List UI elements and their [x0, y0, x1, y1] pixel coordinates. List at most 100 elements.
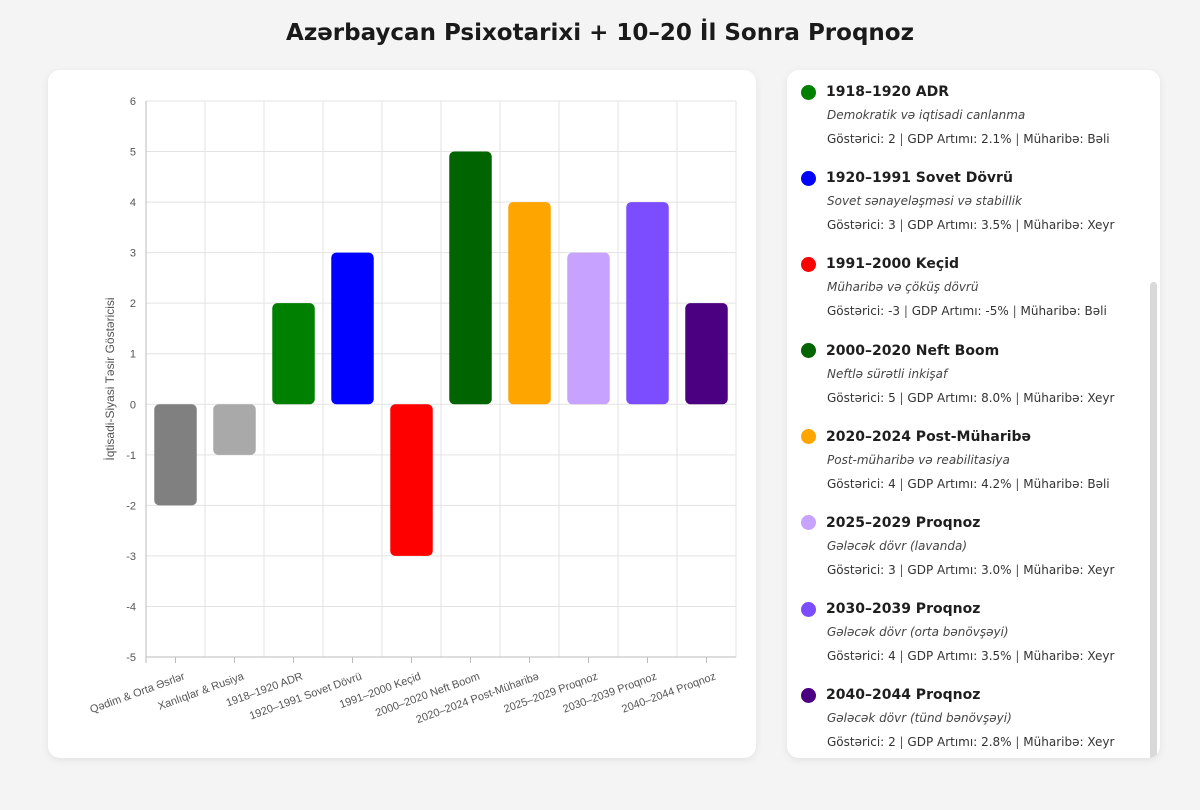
y-tick-label: 2	[130, 298, 136, 310]
bar	[508, 202, 551, 405]
legend-item: 2030–2039 Proqnoz Gələcək dövr (orta bənö…	[801, 597, 1141, 681]
gdp-value: 3.5%	[981, 649, 1012, 664]
separator: |	[903, 304, 908, 319]
indicator-value: 4	[888, 476, 896, 491]
legend-item-name: 1991–2000 Keçid	[826, 256, 960, 273]
legend-item-description: Demokratik və iqtisadi canlanma	[827, 108, 1026, 122]
indicator-label: Göstərici:	[827, 390, 885, 405]
legend-color-dot	[801, 429, 816, 445]
legend-color-dot	[801, 343, 816, 359]
legend-item-description: Neftlə sürətli inkişaf	[827, 366, 948, 381]
legend-item: 2000–2020 Neft Boom Neftlə sürətli inkişa…	[801, 339, 1141, 423]
indicator-label: Göstərici:	[827, 562, 885, 577]
war-value: Bəli	[1087, 132, 1110, 146]
legend-color-dot	[801, 256, 816, 272]
y-tick-label: -4	[126, 601, 136, 613]
gdp-label: GDP Artımı:	[907, 390, 978, 405]
legend-color-dot	[801, 84, 816, 100]
legend-item: 2020–2024 Post-Müharibə Post-müharibə və …	[801, 425, 1141, 509]
gdp-label: GDP Artımı:	[907, 132, 978, 146]
page-title: Azərbaycan Psixotarixi + 10–20 İl Sonra …	[286, 20, 914, 46]
gdp-value: 2.8%	[981, 735, 1012, 750]
legend-item-header: 2030–2039 Proqnoz	[801, 597, 1141, 621]
gdp-label: GDP Artımı:	[907, 735, 978, 750]
y-tick-label: 3	[130, 248, 136, 260]
legend-item-stats: Göstərici: 2 | GDP Artımı: 2.8% | Mühari…	[827, 735, 1141, 749]
indicator-value: -3	[888, 304, 901, 319]
war-value: Bəli	[1084, 304, 1107, 319]
indicator-value: 5	[888, 390, 896, 405]
y-tick-label: 0	[130, 399, 136, 411]
indicator-value: 4	[888, 649, 896, 664]
war-value: Xeyr	[1087, 390, 1115, 405]
war-value: Xeyr	[1087, 218, 1115, 233]
legend-item-stats: Göstərici: 4 | GDP Artımı: 3.5% | Mühari…	[827, 649, 1141, 663]
legend-item-name: 2040–2044 Proqnoz	[826, 687, 981, 704]
y-tick-label: 4	[130, 197, 136, 209]
war-value: Xeyr	[1087, 735, 1115, 750]
bar	[154, 404, 197, 506]
gdp-value: 3.0%	[981, 562, 1012, 577]
legend-item-stats: Göstərici: 3 | GDP Artımı: 3.5% | Mühari…	[827, 218, 1141, 232]
indicator-label: Göstərici:	[827, 649, 885, 664]
legend-item-name: 2000–2020 Neft Boom	[826, 342, 1000, 359]
gdp-label: GDP Artımı:	[907, 562, 978, 577]
separator: |	[899, 132, 904, 146]
separator: |	[1015, 218, 1020, 233]
gdp-value: 2.1%	[981, 132, 1012, 146]
legend-item-header: 2000–2020 Neft Boom	[801, 339, 1141, 363]
legend-color-dot	[801, 687, 816, 703]
y-axis-title: İqtisadi-Siyasi Təsir Göstəricisi	[103, 297, 117, 460]
gdp-label: GDP Artımı:	[907, 218, 978, 233]
legend-item-header: 2040–2044 Proqnoz	[801, 683, 1141, 707]
legend-item-description: Gələcək dövr (tünd bənövşəyi)	[827, 711, 1012, 726]
legend-item-name: 2025–2029 Proqnoz	[826, 514, 981, 531]
indicator-value: 2	[888, 132, 896, 146]
separator: |	[899, 218, 904, 233]
bar	[449, 151, 492, 405]
bar	[390, 404, 433, 556]
legend-item-header: 1920–1991 Sovet Dövrü	[801, 166, 1141, 190]
separator: |	[899, 735, 904, 750]
separator: |	[899, 476, 904, 491]
legend-item: 2025–2029 Proqnoz Gələcək dövr (lavanda) G…	[801, 511, 1141, 595]
legend-item-header: 1918–1920 ADR	[801, 80, 1141, 104]
legend-item: 1920–1991 Sovet Dövrü Sovet sənayeləşməsi…	[801, 166, 1141, 250]
separator: |	[899, 390, 904, 405]
legend-item-description: Gələcək dövr (orta bənövşəyi)	[827, 625, 1009, 640]
bar	[567, 252, 610, 405]
legend-item-name: 1920–1991 Sovet Dövrü	[826, 170, 1013, 187]
legend-item-description: Müharibə və çöküş dövrü	[827, 280, 979, 295]
legend-item-header: 2025–2029 Proqnoz	[801, 511, 1141, 535]
bar	[626, 202, 669, 405]
indicator-label: Göstərici:	[827, 218, 885, 233]
separator: |	[1015, 649, 1020, 664]
bar	[213, 404, 256, 455]
legend-item-stats: Göstərici: -3 | GDP Artımı: -5% | Mühari…	[827, 304, 1141, 318]
legend-scrollbar[interactable]	[1150, 282, 1157, 758]
legend-color-dot	[801, 170, 816, 186]
legend-item-stats: Göstərici: 5 | GDP Artımı: 8.0% | Mühari…	[827, 391, 1141, 405]
indicator-label: Göstərici:	[827, 735, 885, 750]
war-label: Müharibə:	[1023, 476, 1084, 491]
war-label: Müharibə:	[1023, 132, 1084, 146]
y-tick-label: 1	[130, 349, 136, 361]
legend-item-header: 1991–2000 Keçid	[801, 252, 1141, 276]
y-tick-label: -2	[126, 500, 136, 512]
gdp-value: 8.0%	[981, 390, 1012, 405]
gdp-value: 4.2%	[981, 476, 1012, 491]
y-tick-label: -5	[126, 652, 136, 664]
gdp-label: GDP Artımı:	[907, 476, 978, 491]
legend-item: 2040–2044 Proqnoz Gələcək dövr (tünd bənö…	[801, 683, 1141, 758]
war-label: Müharibə:	[1023, 218, 1084, 233]
war-label: Müharibə:	[1023, 562, 1084, 577]
legend-item-name: 2020–2024 Post-Müharibə	[826, 428, 1032, 445]
y-tick-label: -1	[126, 450, 136, 462]
gdp-value: 3.5%	[981, 218, 1012, 233]
war-label: Müharibə:	[1023, 390, 1084, 405]
war-label: Müharibə:	[1023, 735, 1084, 750]
war-value: Bəli	[1087, 476, 1110, 491]
separator: |	[1015, 562, 1020, 577]
indicator-label: Göstərici:	[827, 132, 885, 146]
